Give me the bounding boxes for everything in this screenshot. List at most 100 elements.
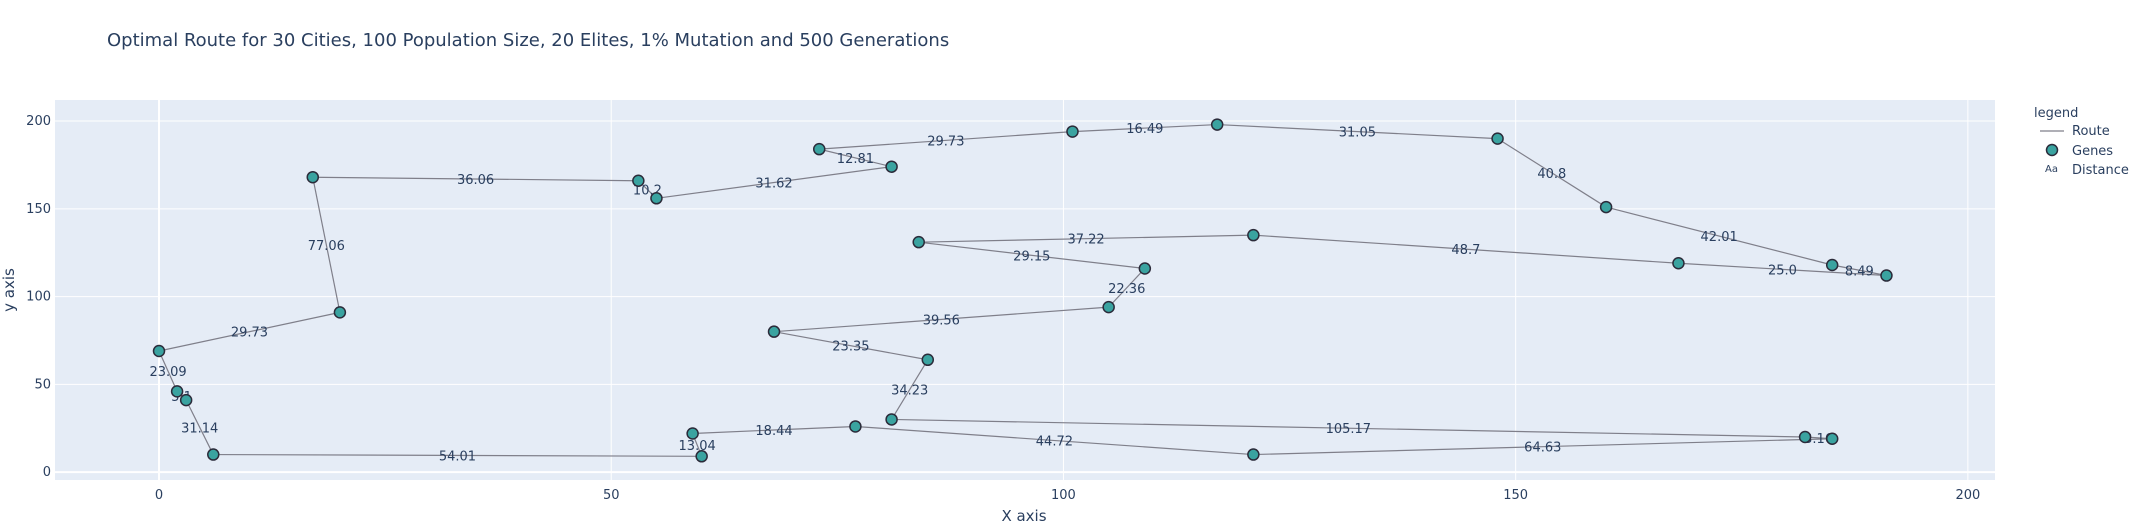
gene-marker (1825, 258, 1839, 272)
gene-marker (1672, 256, 1685, 270)
distance-label: 54.01 (439, 449, 476, 464)
distance-label: 42.01 (1701, 230, 1738, 245)
distance-label: 64.63 (1524, 441, 1561, 456)
route-segment (891, 359, 929, 420)
route-segment (213, 453, 702, 457)
y-tick-label: 50 (34, 377, 51, 392)
gene-marker (1491, 132, 1504, 145)
gene-marker (179, 393, 193, 407)
legend-genes-swatch (2045, 143, 2059, 157)
grid (55, 100, 1995, 480)
route-segment (918, 241, 1145, 270)
route-segment (773, 331, 928, 361)
gene-marker (1210, 118, 1224, 131)
y-tick-label: 100 (26, 290, 51, 305)
gene-marker (1880, 269, 1893, 282)
gene-marker (912, 235, 925, 249)
gene-marker (885, 413, 898, 426)
gene-marker (632, 174, 645, 187)
distance-label: 18.44 (755, 424, 792, 439)
legend-genes-label: Genes (2072, 144, 2113, 159)
distance-label: 22.36 (1108, 282, 1145, 297)
gene-marker (1138, 262, 1152, 275)
route-segment (918, 234, 1254, 243)
gene-marker (306, 170, 320, 184)
legend-distance-label: Distance (2072, 163, 2129, 178)
gene-marker (885, 160, 898, 173)
route-segment (1072, 123, 1218, 133)
distance-label: 3.16 (1804, 432, 1833, 447)
y-tick-label: 200 (26, 114, 51, 129)
gene-marker (1102, 300, 1115, 314)
route-segment (819, 148, 892, 168)
distance-label: 34.23 (891, 384, 928, 399)
distance-label: 13.04 (679, 439, 716, 454)
x-tick-label: 150 (1503, 488, 1528, 503)
y-tick-label: 150 (26, 202, 51, 217)
route-segment (1497, 138, 1607, 208)
x-tick-labels: 0 50 100 150 200 (155, 488, 1980, 503)
route-segment (855, 425, 1254, 456)
distance-label: 23.35 (832, 340, 869, 355)
route-segment (1108, 268, 1146, 308)
distance-label: 37.22 (1067, 233, 1104, 248)
distance-label: 29.73 (231, 326, 268, 341)
gene-marker (767, 325, 781, 338)
gene-marker (695, 450, 708, 463)
legend-distance-swatch: Aa (2045, 164, 2058, 175)
distance-label: 36.06 (457, 173, 494, 188)
gene-markers (152, 118, 1893, 463)
gene-marker (1247, 228, 1260, 242)
distance-label: 23.09 (149, 365, 186, 380)
distance-label: 39.56 (923, 313, 960, 328)
gene-marker (1247, 448, 1260, 461)
route-segment (1253, 438, 1833, 456)
gene-marker (333, 306, 347, 319)
route-segment (819, 130, 1073, 150)
distance-label: 31.14 (181, 421, 218, 436)
legend-route-label: Route (2072, 124, 2110, 139)
distance-label: 31.62 (755, 176, 792, 191)
gene-marker (207, 448, 220, 461)
route-segment (692, 425, 856, 435)
gene-marker (812, 142, 826, 156)
gene-marker (849, 420, 862, 433)
route-segment (891, 418, 1806, 438)
route-segment (312, 176, 639, 182)
distance-label: 48.7 (1451, 243, 1480, 258)
gene-marker (686, 427, 699, 440)
gene-marker (1825, 432, 1839, 446)
y-axis-title: y axis (0, 268, 18, 312)
gene-marker (170, 385, 184, 398)
distance-label: 40.8 (1537, 167, 1566, 182)
route-segment (656, 166, 892, 199)
route-segment (1832, 264, 1887, 277)
distance-label: 29.15 (1013, 249, 1050, 264)
route-segment (1217, 123, 1498, 140)
gene-marker (650, 192, 663, 205)
legend: legend Route Genes Aa Distance (2034, 106, 2129, 178)
distance-label: 8.49 (1845, 264, 1874, 279)
x-tick-label: 0 (155, 488, 163, 503)
distance-label: 77.06 (308, 239, 345, 254)
legend-title: legend (2034, 106, 2078, 121)
distance-label: 12.81 (837, 152, 874, 167)
x-axis-title: X axis (1001, 507, 1046, 525)
y-tick-label: 0 (43, 465, 51, 480)
route-segment (773, 306, 1109, 333)
gene-marker (152, 344, 166, 358)
route-segment (1605, 206, 1833, 266)
route-segment (1678, 262, 1887, 277)
distance-label: 44.72 (1036, 435, 1073, 450)
gene-marker (1066, 125, 1079, 138)
distance-label: 105.17 (1326, 422, 1372, 437)
distance-label: 29.73 (927, 134, 964, 149)
x-tick-label: 200 (1955, 488, 1980, 503)
gene-marker (1599, 200, 1613, 214)
gene-marker (921, 353, 935, 367)
gene-marker (1798, 430, 1812, 444)
route-lines (158, 123, 1887, 457)
y-tick-labels: 0 50 100 150 200 (26, 114, 51, 480)
route-segment (158, 311, 341, 352)
